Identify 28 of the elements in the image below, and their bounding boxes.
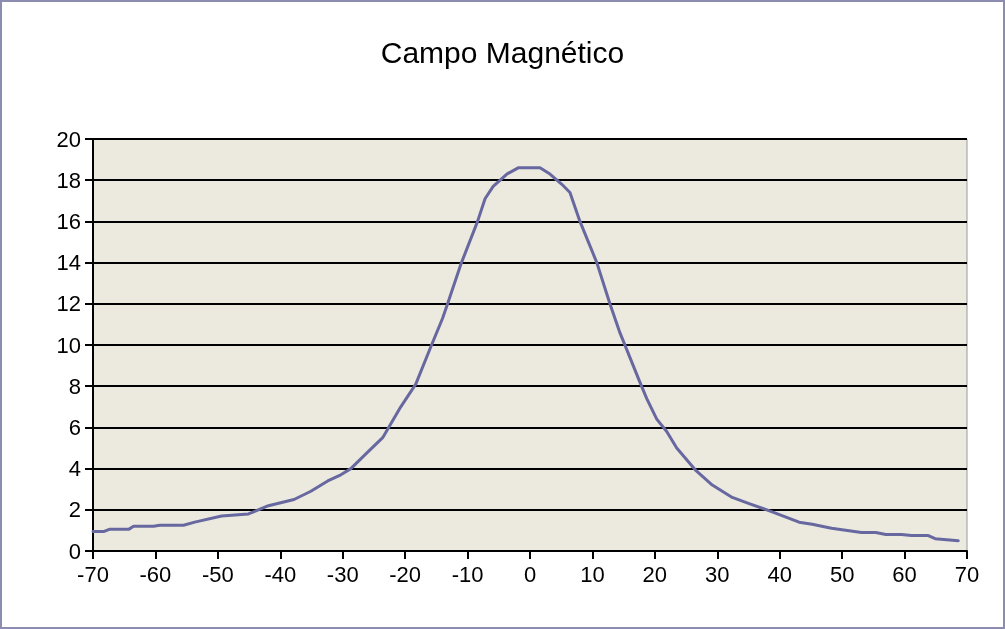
y-tick-label: 0	[68, 538, 81, 564]
x-tick-label: 60	[892, 561, 917, 587]
x-tick-label: -30	[326, 561, 359, 587]
y-tick-label: 12	[56, 291, 81, 317]
x-tick-label: 40	[767, 561, 792, 587]
chart-title: Campo Magnético	[380, 35, 625, 69]
x-tick-label: 0	[523, 561, 537, 587]
y-tick-label: 2	[68, 497, 81, 523]
x-tick-label: -60	[139, 561, 172, 587]
y-tick-label: 20	[56, 126, 81, 152]
line-series	[91, 166, 960, 543]
x-tick-label: 20	[642, 561, 668, 587]
y-tick-label: 18	[56, 167, 81, 193]
x-tick-label: -10	[451, 561, 484, 587]
y-tick-label: 6	[68, 414, 81, 440]
y-tick-label: 4	[68, 456, 81, 482]
x-tick-label: -50	[201, 561, 234, 587]
y-tick-label: 8	[68, 373, 81, 399]
y-tick-label: 10	[56, 332, 81, 358]
x-tick-label: -70	[77, 561, 109, 587]
x-tick-label: -40	[264, 561, 297, 587]
x-tick-label: 50	[829, 561, 855, 587]
x-tick-label: 70	[954, 561, 980, 587]
x-tick-label: -20	[389, 561, 422, 587]
x-tick-label: 10	[580, 561, 605, 587]
y-tick-label: 14	[56, 250, 81, 276]
x-tick-label: 30	[705, 561, 730, 587]
y-tick-label: 16	[56, 208, 81, 234]
